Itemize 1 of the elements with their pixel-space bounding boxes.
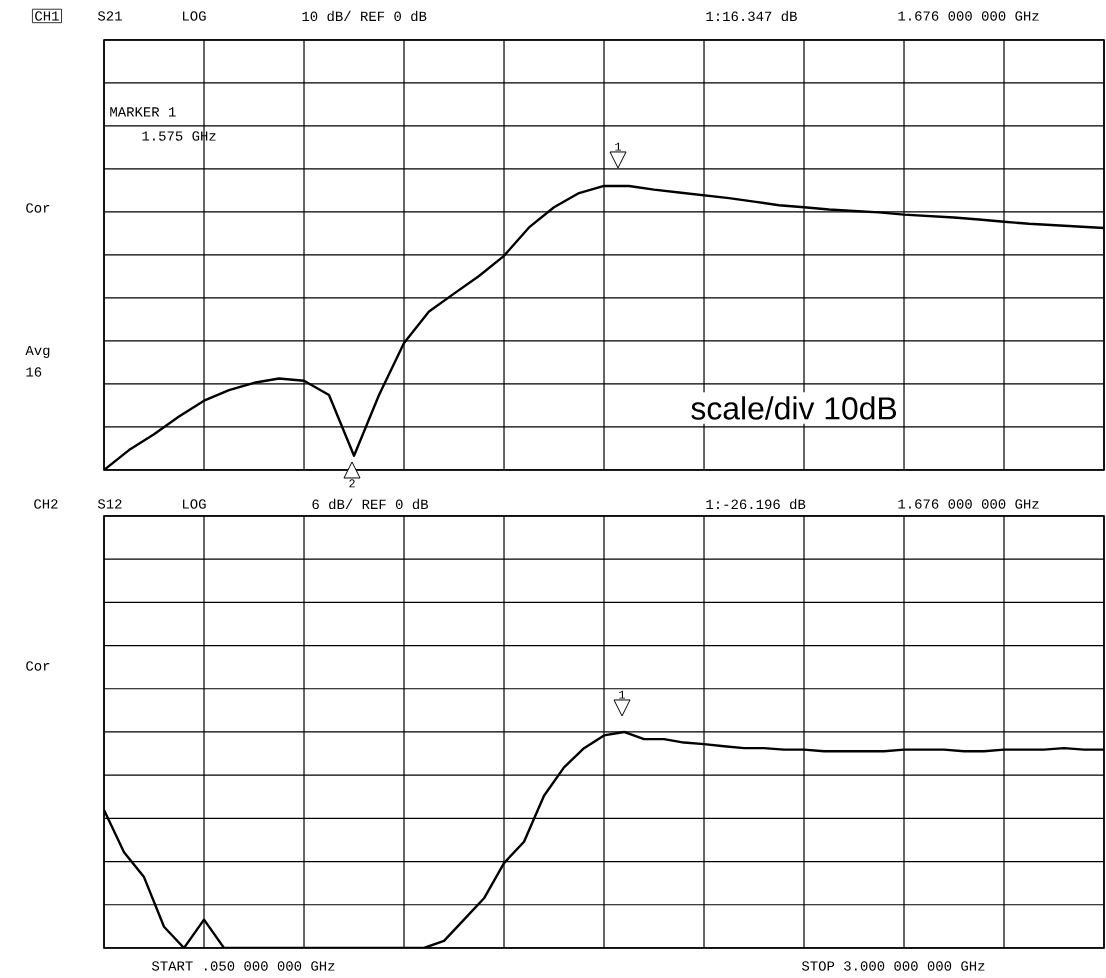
annotation: scale/div 10dB xyxy=(691,396,897,420)
